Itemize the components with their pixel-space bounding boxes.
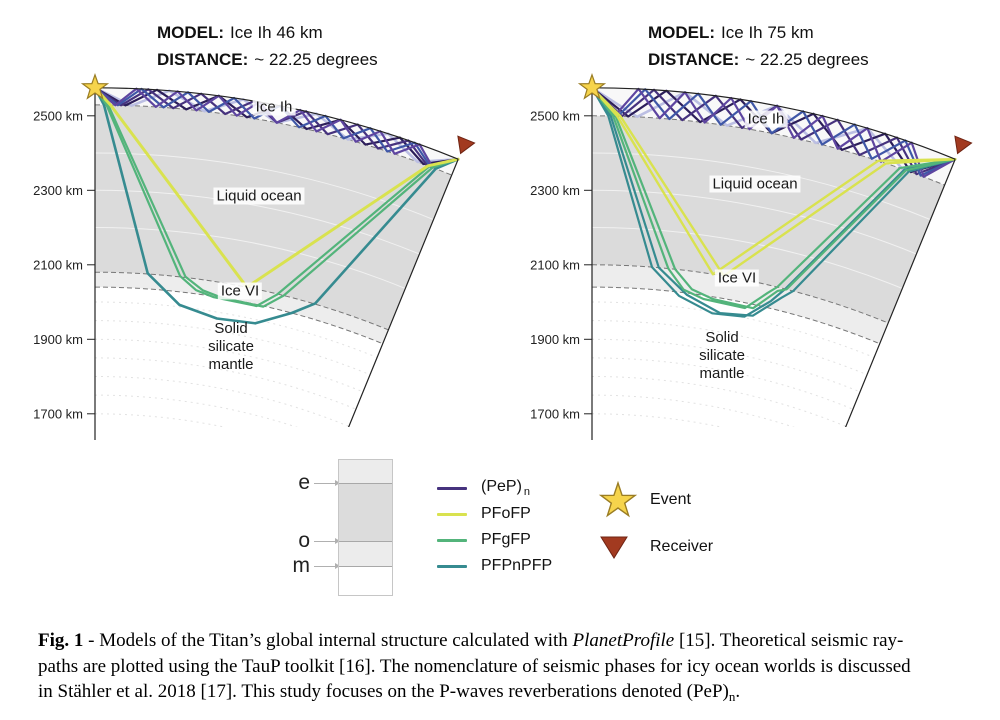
pfpnpfp-line-icon — [437, 564, 467, 568]
axis-tick-label: 1700 km — [530, 406, 580, 421]
layer-boundary — [94, 104, 452, 176]
receiver-triangle-icon — [598, 534, 642, 560]
arrow-e-icon — [314, 480, 340, 486]
phase-legend: (PeP) n PFoFP PFgFP PFPnPFP — [437, 478, 552, 582]
pfofp-line-icon — [437, 512, 467, 516]
ray-paths — [590, 86, 957, 318]
ice-vi-layer — [592, 264, 889, 344]
figure-caption: Fig. 1 - Models of the Titan’s global in… — [38, 628, 911, 710]
model-line: MODEL: Ice Ih 46 km — [157, 23, 323, 42]
surface-arc — [591, 87, 956, 160]
arrow-m-icon — [314, 563, 340, 569]
event-star-marker — [577, 72, 607, 100]
caption-line-2: paths are plotted using the TauP toolkit… — [38, 655, 911, 677]
pfgfp-line-icon — [437, 538, 467, 542]
label-ice-ih-right: Ice Ih — [744, 110, 788, 128]
interface-label-o: o — [298, 529, 310, 552]
pfpnpfp-ray — [590, 86, 957, 317]
distance-line: DISTANCE: ~ 22.25 degrees — [648, 50, 869, 69]
interface-label-e: e — [298, 471, 310, 494]
interface-legend: e o m — [270, 450, 430, 610]
axis-tick-label: 1900 km — [33, 332, 83, 347]
axis-tick-label: 2300 km — [33, 183, 83, 198]
wedge-right-edge — [348, 159, 459, 427]
pfofp-ray — [590, 86, 957, 276]
receiver-marker — [457, 135, 476, 155]
event-star-icon — [598, 480, 642, 520]
pep-reverberation-ray — [590, 86, 957, 177]
column-ice-vi — [339, 542, 392, 567]
label-ice-ih-left: Ice Ih — [252, 98, 296, 116]
interface-label-m: m — [292, 554, 311, 577]
legend-row-pfgfp: PFgFP — [437, 530, 552, 550]
mantle-region — [592, 287, 880, 427]
legend-row-pfpnpfp: PFPnPFP — [437, 556, 552, 576]
axis-tick-label: 2100 km — [33, 257, 83, 272]
marker-legend: Event Receiver — [598, 480, 713, 560]
column-ice-ih — [339, 460, 392, 484]
pfgfp-ray — [93, 86, 460, 308]
panel-left-title: MODEL: Ice Ih 46 km DISTANCE: ~ 22.25 degr… — [157, 19, 378, 73]
mantle-region — [95, 287, 383, 427]
pep-line-icon — [437, 486, 467, 490]
ice-ih-shell — [592, 87, 956, 186]
layer-column-diagram — [338, 459, 393, 596]
ice-vi-layer — [95, 272, 389, 344]
axis-tick-label: 2500 km — [33, 108, 83, 123]
axis-tick-label: 1700 km — [33, 406, 83, 421]
receiver-marker — [954, 135, 973, 155]
legend-row-pep: (PeP) n — [437, 478, 552, 498]
label-mantle-left: Solid silicate mantle — [208, 320, 254, 373]
event-label: Event — [650, 491, 691, 508]
layer-boundary — [94, 271, 389, 331]
pfgfp-ray — [590, 86, 957, 310]
label-mantle-right: Solid silicate mantle — [699, 329, 745, 382]
event-star-marker — [80, 72, 110, 100]
legend-row-event: Event — [598, 480, 713, 520]
column-ocean — [339, 484, 392, 542]
distance-line: DISTANCE: ~ 22.25 degrees — [157, 50, 378, 69]
pep-reverberation-ray — [93, 86, 460, 169]
axis-tick-label: 2300 km — [530, 183, 580, 198]
pfpnpfp-ray — [93, 86, 460, 325]
legend-row-pfofp: PFoFP — [437, 504, 552, 524]
receiver-label: Receiver — [650, 538, 714, 555]
arrow-o-icon — [314, 538, 340, 544]
label-ice-vi-right: Ice VI — [714, 269, 760, 287]
caption-line-3: in Stähler et al. 2018 [17]. This study … — [38, 681, 741, 704]
label-ocean-left: Liquid ocean — [213, 187, 305, 205]
label-ice-vi-left: Ice VI — [217, 282, 263, 300]
pfpnpfp-ray — [590, 86, 957, 318]
layer-boundary — [591, 264, 889, 324]
caption-line-1: Fig. 1 - Models of the Titan’s global in… — [38, 630, 904, 651]
layer-boundary — [591, 286, 880, 345]
wedge-right-edge — [845, 159, 956, 427]
panel-right-title: MODEL: Ice Ih 75 km DISTANCE: ~ 22.25 degr… — [648, 19, 869, 73]
axis-tick-label: 2500 km — [530, 108, 580, 123]
panel-left: 2500 km 2300 km 2100 km 1900 km 1700 km — [33, 72, 476, 440]
legend-row-receiver: Receiver — [598, 534, 713, 560]
model-line: MODEL: Ice Ih 75 km — [648, 23, 814, 42]
pfgfp-ray — [590, 86, 957, 310]
panel-right: 2500 km 2300 km 2100 km 1900 km 1700 km — [530, 72, 973, 440]
label-ocean-right: Liquid ocean — [709, 175, 801, 193]
column-mantle — [339, 567, 392, 595]
axis-tick-label: 2100 km — [530, 257, 580, 272]
axis-tick-label: 1900 km — [530, 332, 580, 347]
